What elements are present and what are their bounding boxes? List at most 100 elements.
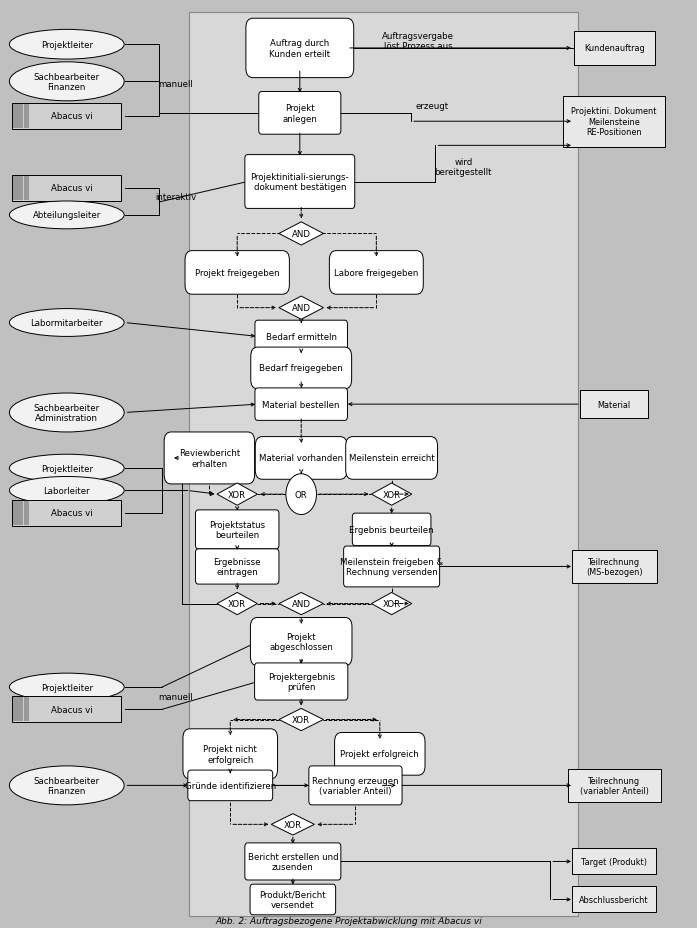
Ellipse shape	[9, 393, 124, 432]
Text: XOR: XOR	[383, 599, 401, 609]
FancyBboxPatch shape	[187, 770, 273, 801]
Text: Projektstatus
beurteilen: Projektstatus beurteilen	[209, 520, 266, 539]
Text: Teilrechnung
(MS-bezogen): Teilrechnung (MS-bezogen)	[586, 557, 643, 576]
Text: Bedarf freigegeben: Bedarf freigegeben	[259, 364, 343, 373]
Text: Projekt erfolgreich: Projekt erfolgreich	[340, 750, 419, 758]
FancyBboxPatch shape	[188, 13, 578, 916]
FancyBboxPatch shape	[581, 391, 648, 419]
Text: Projekt freigegeben: Projekt freigegeben	[195, 268, 279, 277]
FancyBboxPatch shape	[250, 884, 336, 915]
Text: Bedarf ermitteln: Bedarf ermitteln	[266, 332, 337, 342]
Text: Ergebnisse
eintragen: Ergebnisse eintragen	[213, 557, 261, 576]
FancyBboxPatch shape	[250, 618, 352, 666]
Text: Ergebnis beurteilen: Ergebnis beurteilen	[349, 525, 434, 535]
FancyBboxPatch shape	[18, 698, 23, 722]
Text: Meilenstein freigeben &
Rechnung versenden: Meilenstein freigeben & Rechnung versend…	[340, 557, 443, 576]
FancyBboxPatch shape	[24, 501, 29, 525]
Polygon shape	[217, 483, 257, 506]
FancyBboxPatch shape	[12, 104, 121, 130]
FancyBboxPatch shape	[259, 93, 341, 135]
Polygon shape	[279, 297, 323, 320]
FancyBboxPatch shape	[255, 437, 347, 480]
FancyBboxPatch shape	[574, 32, 655, 66]
Text: XOR: XOR	[284, 820, 302, 829]
FancyBboxPatch shape	[352, 513, 431, 546]
FancyBboxPatch shape	[24, 105, 29, 129]
FancyBboxPatch shape	[572, 886, 656, 912]
Text: Kundenauftrag: Kundenauftrag	[584, 45, 645, 54]
Text: Material bestellen: Material bestellen	[263, 400, 340, 409]
Polygon shape	[271, 814, 314, 835]
Polygon shape	[217, 593, 257, 615]
Text: Meilenstein erreicht: Meilenstein erreicht	[348, 454, 434, 463]
Text: Projektini. Dokument
Meilensteine
RE-Positionen: Projektini. Dokument Meilensteine RE-Pos…	[572, 108, 657, 137]
FancyBboxPatch shape	[24, 176, 29, 200]
Text: wird
bereitgestellt: wird bereitgestellt	[434, 158, 492, 177]
Text: Sachbearbeiter
Finanzen: Sachbearbeiter Finanzen	[33, 776, 100, 795]
Text: Auftragsvergabe
löst Prozess aus: Auftragsvergabe löst Prozess aus	[382, 32, 454, 51]
Text: Teilrechnung
(variabler Anteil): Teilrechnung (variabler Anteil)	[580, 776, 649, 795]
Text: Projektleiter: Projektleiter	[41, 41, 93, 50]
Polygon shape	[372, 593, 412, 615]
Text: manuell: manuell	[159, 80, 193, 88]
Text: Abschlussbericht: Abschlussbericht	[579, 895, 649, 904]
Text: Abacus vi: Abacus vi	[52, 705, 93, 714]
Text: Sachbearbeiter
Administration: Sachbearbeiter Administration	[33, 404, 100, 423]
FancyBboxPatch shape	[335, 733, 425, 775]
FancyBboxPatch shape	[245, 843, 341, 880]
Text: Projekt
abgeschlossen: Projekt abgeschlossen	[269, 632, 333, 651]
Polygon shape	[372, 483, 412, 506]
FancyBboxPatch shape	[254, 664, 348, 701]
FancyBboxPatch shape	[13, 698, 17, 722]
Text: Produkt/Bericht
versendet: Produkt/Bericht versendet	[259, 890, 326, 909]
Ellipse shape	[9, 477, 124, 505]
Text: Projektleiter: Projektleiter	[41, 464, 93, 473]
Polygon shape	[279, 223, 323, 246]
Ellipse shape	[9, 309, 124, 337]
FancyBboxPatch shape	[164, 432, 254, 484]
FancyBboxPatch shape	[13, 501, 17, 525]
Polygon shape	[279, 709, 323, 731]
Ellipse shape	[9, 201, 124, 229]
Text: Abacus vi: Abacus vi	[52, 509, 93, 518]
FancyBboxPatch shape	[255, 389, 348, 421]
Text: AND: AND	[292, 303, 311, 313]
Text: AND: AND	[292, 230, 311, 238]
Text: XOR: XOR	[292, 715, 310, 724]
Text: interaktiv: interaktiv	[155, 193, 197, 201]
Text: Material: Material	[597, 400, 631, 409]
Text: Reviewbericht
erhalten: Reviewbericht erhalten	[178, 449, 240, 468]
Text: OR: OR	[295, 490, 307, 499]
FancyBboxPatch shape	[12, 697, 121, 723]
Text: Abacus vi: Abacus vi	[52, 112, 93, 121]
Text: Labore freigegeben: Labore freigegeben	[334, 268, 418, 277]
Text: Projekt
anlegen: Projekt anlegen	[282, 104, 317, 123]
FancyBboxPatch shape	[245, 155, 355, 209]
FancyBboxPatch shape	[18, 176, 23, 200]
FancyBboxPatch shape	[18, 105, 23, 129]
Text: XOR: XOR	[228, 490, 246, 499]
FancyBboxPatch shape	[346, 437, 438, 480]
Text: Laborleiter: Laborleiter	[43, 486, 90, 496]
Text: Labormitarbeiter: Labormitarbeiter	[31, 318, 103, 328]
FancyBboxPatch shape	[251, 348, 351, 390]
FancyBboxPatch shape	[13, 176, 17, 200]
FancyBboxPatch shape	[185, 251, 289, 295]
Polygon shape	[279, 593, 323, 615]
FancyBboxPatch shape	[330, 251, 423, 295]
Text: Abteilungsleiter: Abteilungsleiter	[33, 212, 101, 220]
FancyBboxPatch shape	[563, 97, 666, 148]
Ellipse shape	[9, 767, 124, 805]
FancyBboxPatch shape	[572, 848, 656, 874]
Text: Projektleiter: Projektleiter	[41, 683, 93, 691]
Text: Bericht erstellen und
zusenden: Bericht erstellen und zusenden	[247, 852, 338, 871]
Text: AND: AND	[292, 599, 311, 609]
FancyBboxPatch shape	[344, 547, 440, 587]
Ellipse shape	[9, 31, 124, 60]
Text: manuell: manuell	[159, 692, 193, 701]
FancyBboxPatch shape	[195, 549, 279, 585]
Text: Abb. 2: Auftragsbezogene Projektabwicklung mit Abacus vi: Abb. 2: Auftragsbezogene Projektabwicklu…	[215, 916, 482, 924]
Text: Rechnung erzeugen
(variabler Anteil): Rechnung erzeugen (variabler Anteil)	[312, 776, 399, 795]
FancyBboxPatch shape	[12, 175, 121, 201]
FancyBboxPatch shape	[24, 698, 29, 722]
